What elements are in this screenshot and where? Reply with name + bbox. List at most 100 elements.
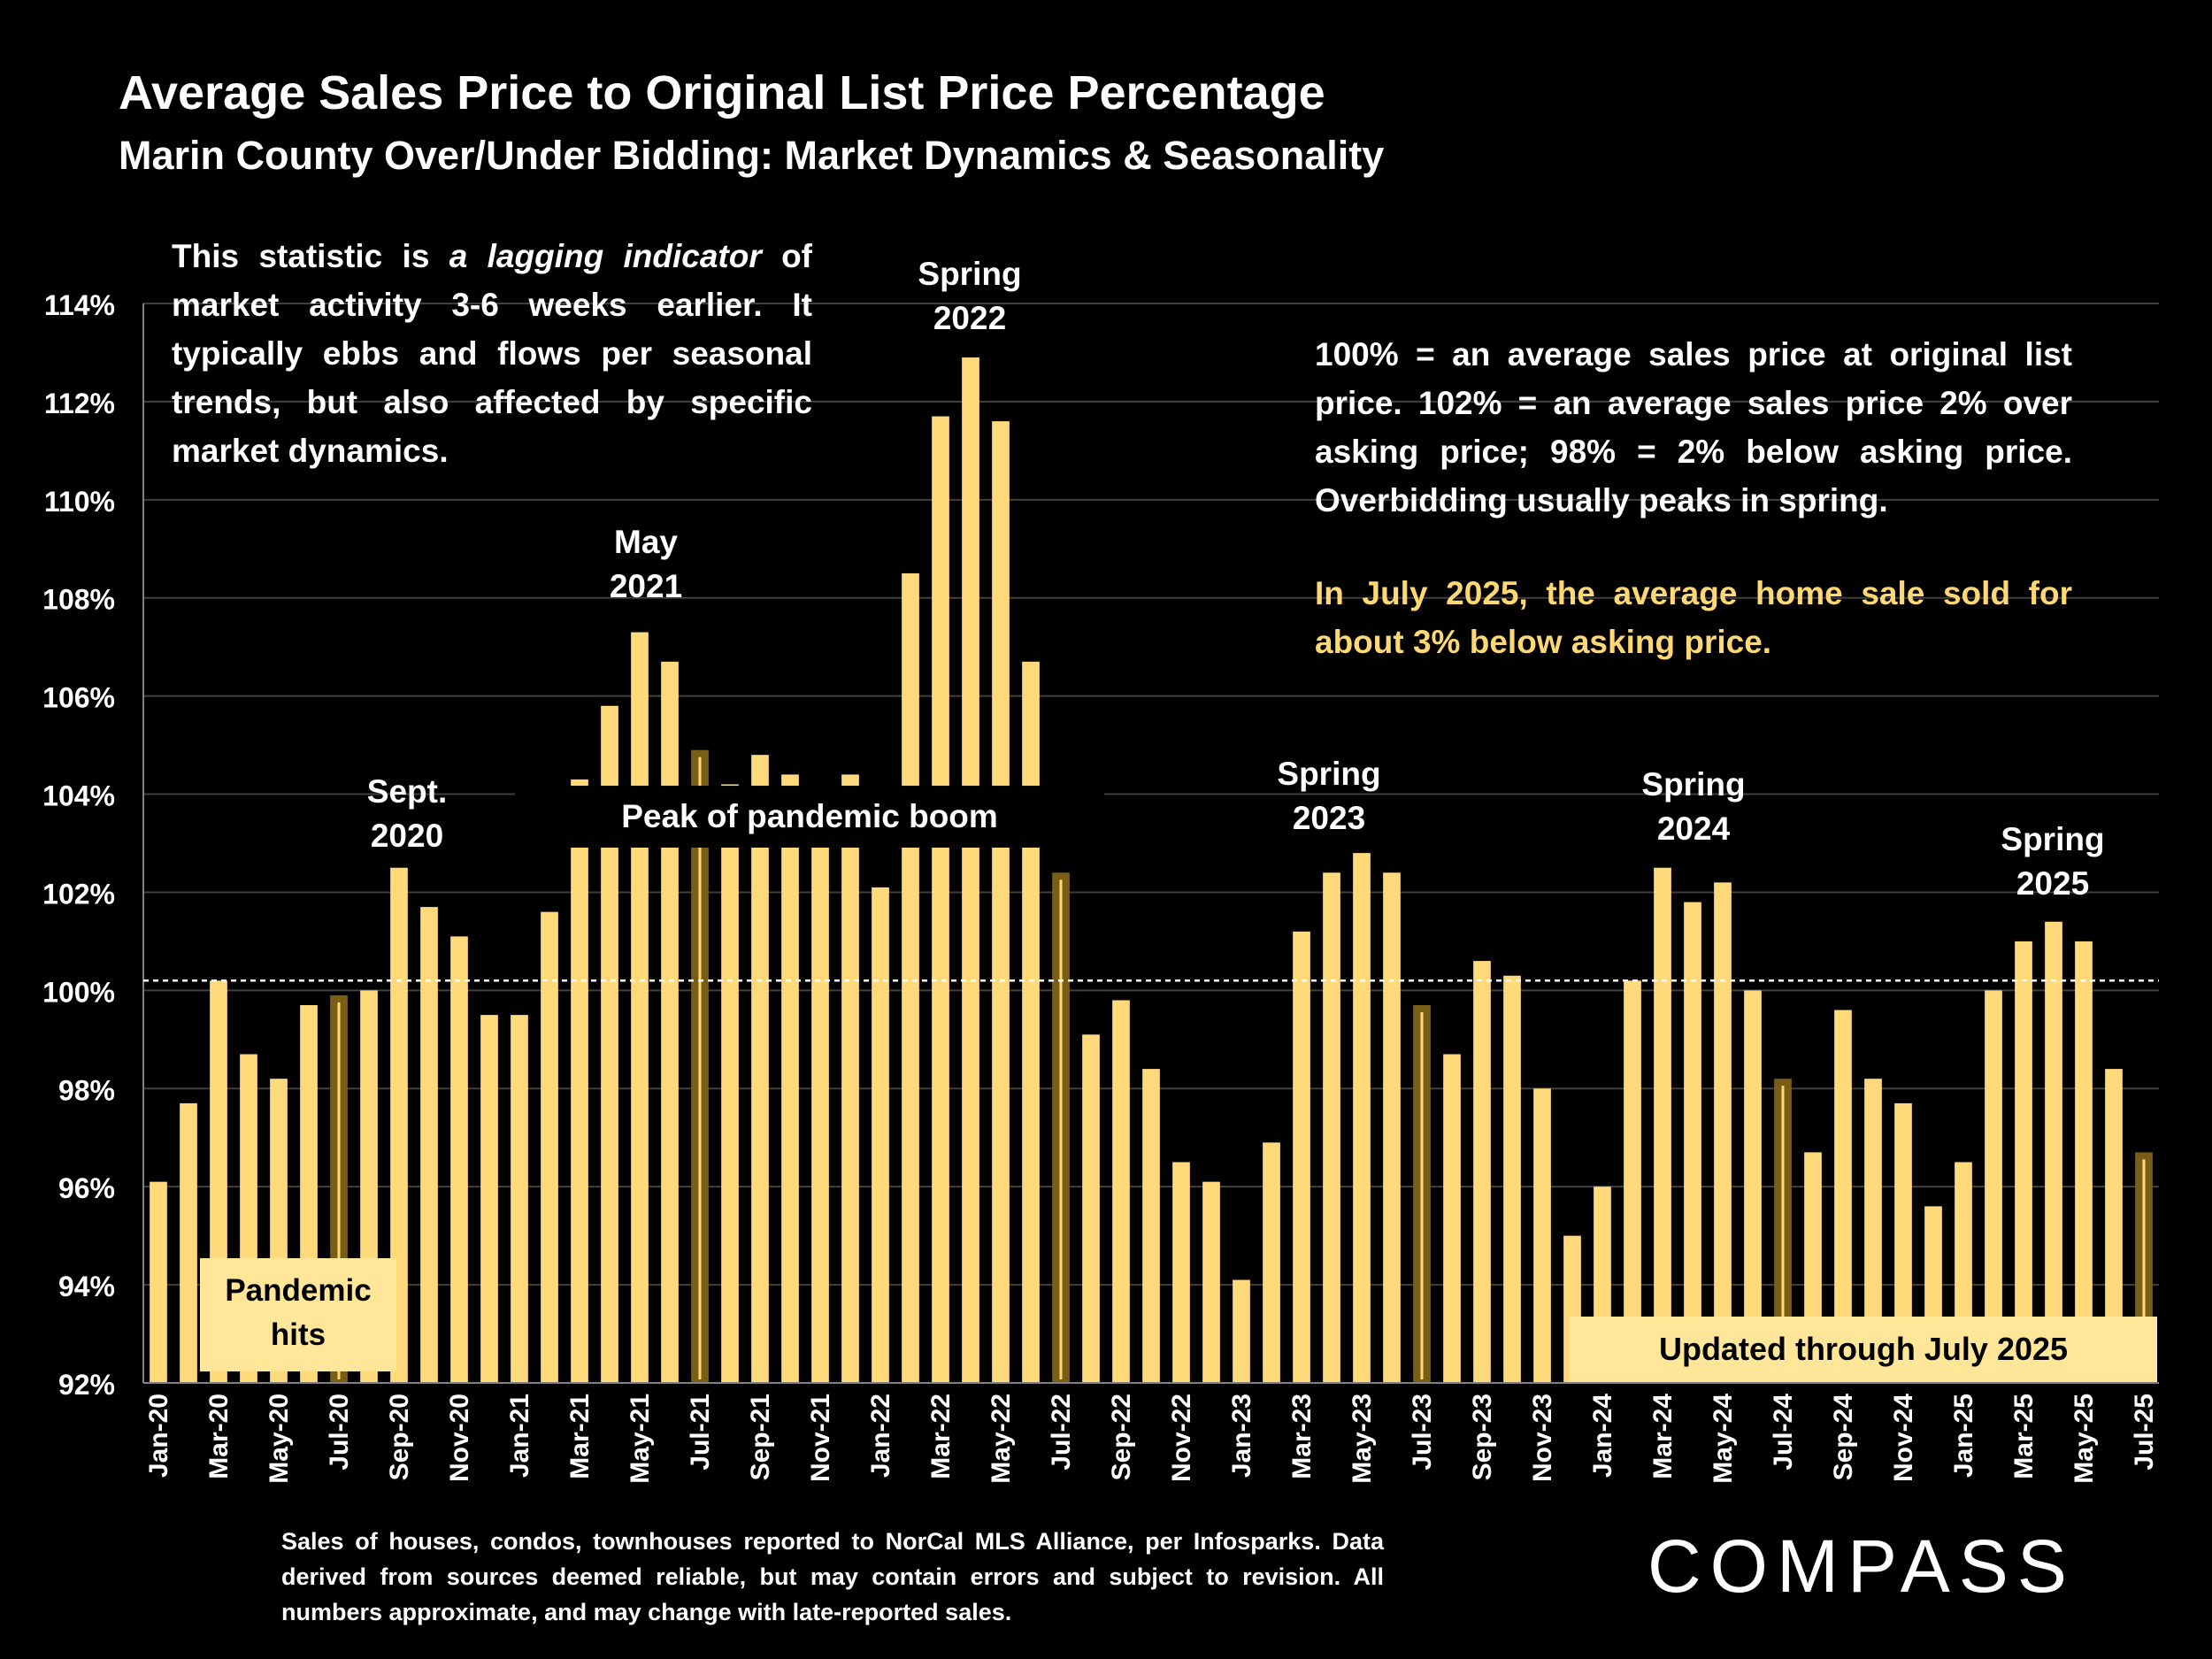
bar-jun-22 — [1022, 661, 1040, 1383]
bar-jan-23 — [1233, 1279, 1250, 1383]
bar-mar-23 — [1293, 931, 1310, 1383]
bar-sep-24 — [1834, 1010, 1852, 1383]
bar-apr-21 — [601, 705, 618, 1383]
compass-logo: COMPASS — [1647, 1525, 2076, 1608]
x-tick-label: Nov-21 — [806, 1394, 835, 1482]
x-tick-label: May-25 — [2070, 1394, 2099, 1484]
annotation-peak-pandemic-boom: Peak of pandemic boom — [515, 786, 1104, 848]
bar-jun-24 — [1744, 990, 1762, 1383]
note-lagging-indicator: This statistic is a lagging indicator of… — [172, 238, 812, 469]
y-tick-label: 112% — [44, 388, 115, 419]
bar-aug-21 — [721, 784, 739, 1383]
bar-nov-20 — [450, 936, 468, 1383]
annotation-spring-2022: Spring 2022 — [918, 256, 1022, 336]
bar-sep-21 — [751, 755, 769, 1383]
bar-apr-22 — [962, 357, 979, 1383]
bar-nov-22 — [1172, 1162, 1190, 1383]
x-tick-label: Jul-22 — [1047, 1394, 1076, 1471]
annotation-may-2021: May 2021 — [609, 524, 683, 604]
note-july-highlight: In July 2025, the average home sale sold… — [1315, 575, 2072, 660]
x-tick-label: Jul-21 — [686, 1394, 715, 1471]
bar-nov-24 — [1894, 1102, 1912, 1383]
x-tick-label: Jan-23 — [1227, 1394, 1256, 1478]
bar-oct-20 — [420, 907, 438, 1383]
bar-sep-20 — [390, 867, 408, 1383]
annotation-pandemic-hits: Pandemic hits — [200, 1258, 396, 1371]
note-explanation-text: 100% = an average sales price at origina… — [1315, 336, 2072, 518]
x-tick-label: May-22 — [987, 1394, 1016, 1484]
bar-may-22 — [992, 421, 1010, 1383]
bar-jun-21 — [661, 661, 679, 1383]
bar-jan-21 — [511, 1015, 528, 1383]
bar-feb-23 — [1263, 1142, 1280, 1383]
x-tick-label: May-20 — [265, 1394, 294, 1484]
x-tick-label: Mar-25 — [2009, 1394, 2039, 1479]
x-tick-label: Mar-22 — [926, 1394, 956, 1479]
y-tick-label: 100% — [42, 976, 115, 1008]
bar-jun-23 — [1383, 872, 1401, 1383]
bar-feb-25 — [1985, 990, 2002, 1383]
bar-apr-24 — [1684, 902, 1701, 1383]
x-tick-label: Jan-20 — [144, 1394, 173, 1478]
y-tick-label: 104% — [42, 780, 115, 812]
bar-oct-24 — [1864, 1079, 1882, 1383]
x-tick-label: Jul-20 — [325, 1394, 354, 1471]
y-tick-label: 110% — [44, 486, 115, 518]
x-tick-label: Jan-21 — [505, 1394, 534, 1478]
bar-jan-20 — [150, 1181, 167, 1383]
x-tick-label: Sep-20 — [385, 1394, 414, 1480]
annotation-spring-2024: Spring 2024 — [1641, 766, 1746, 847]
bar-mar-21 — [571, 779, 588, 1383]
annotation-spring-2025: Spring 2025 — [2001, 821, 2105, 902]
x-tick-label: Sep-24 — [1829, 1394, 1858, 1481]
bar-mar-22 — [932, 416, 949, 1384]
chart-subtitle: Marin County Over/Under Bidding: Market … — [119, 133, 1385, 178]
y-tick-label: 98% — [58, 1074, 115, 1106]
x-tick-label: Sep-21 — [746, 1394, 775, 1480]
y-tick-label: 92% — [58, 1369, 115, 1401]
y-tick-label: 114% — [44, 289, 115, 321]
x-tick-label: Jul-25 — [2130, 1394, 2159, 1471]
y-tick-label: 96% — [58, 1172, 115, 1204]
x-tick-label: Jul-23 — [1408, 1394, 1437, 1471]
x-tick-label: Nov-24 — [1889, 1394, 1918, 1482]
x-tick-label: Mar-24 — [1648, 1394, 1678, 1479]
bar-mar-25 — [2015, 941, 2032, 1383]
x-tick-label: Sep-23 — [1468, 1394, 1497, 1480]
x-tick-label: Jan-24 — [1588, 1394, 1617, 1478]
x-tick-label: Nov-22 — [1167, 1394, 1196, 1482]
y-tick-label: 108% — [42, 584, 115, 616]
bar-sep-22 — [1112, 1000, 1130, 1383]
bar-feb-20 — [180, 1102, 197, 1383]
bar-aug-23 — [1443, 1054, 1461, 1383]
bar-aug-22 — [1082, 1034, 1100, 1383]
bar-dec-21 — [841, 774, 859, 1383]
bar-nov-21 — [811, 813, 829, 1383]
bar-sep-23 — [1473, 961, 1491, 1383]
note-explanation: 100% = an average sales price at origina… — [1315, 330, 2072, 666]
x-tick-label: Mar-21 — [565, 1394, 595, 1479]
chart-title: Average Sales Price to Original List Pri… — [119, 66, 1325, 119]
x-tick-label: May-23 — [1348, 1394, 1377, 1484]
bar-oct-23 — [1503, 975, 1521, 1383]
bar-may-23 — [1353, 853, 1371, 1383]
y-tick-label: 102% — [42, 878, 115, 910]
bar-jan-22 — [872, 887, 889, 1383]
x-tick-label: Sep-22 — [1107, 1394, 1136, 1480]
x-tick-label: Mar-23 — [1287, 1394, 1317, 1479]
bar-feb-22 — [902, 573, 919, 1383]
bar-oct-22 — [1142, 1069, 1160, 1383]
x-tick-label: Jan-25 — [1949, 1394, 1978, 1478]
bar-may-25 — [2075, 941, 2093, 1383]
bar-may-24 — [1714, 882, 1732, 1383]
x-tick-label: Jan-22 — [866, 1394, 895, 1478]
annotation-spring-2023: Spring 2023 — [1277, 756, 1381, 836]
y-tick-label: 94% — [58, 1271, 115, 1302]
bar-apr-23 — [1323, 872, 1340, 1383]
annotation-updated-through: Updated through July 2025 — [1570, 1317, 2157, 1382]
bar-dec-22 — [1202, 1181, 1220, 1383]
bar-dec-20 — [480, 1015, 498, 1383]
x-tick-label: May-21 — [626, 1394, 655, 1484]
bar-mar-24 — [1654, 867, 1671, 1383]
